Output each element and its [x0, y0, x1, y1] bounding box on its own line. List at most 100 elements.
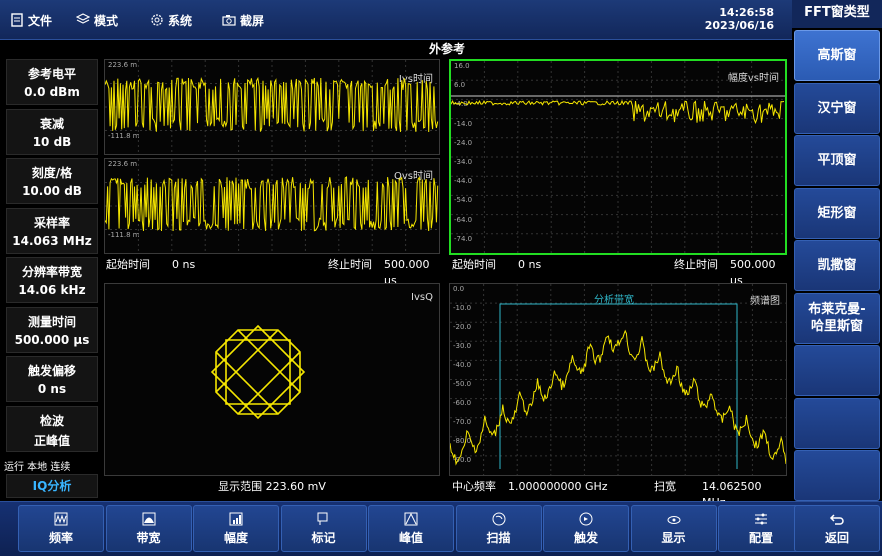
bottom-button-label: 触发 [573, 531, 598, 545]
config-icon [755, 513, 767, 525]
param-7[interactable]: 检波 正峰值 [6, 405, 98, 452]
bottom-button-label: 带宽 [136, 531, 161, 545]
q-bottom-scale: -111.8 m [108, 231, 140, 239]
bottom-button-marker[interactable]: 标记 [280, 505, 367, 552]
spectrum-tick: -60.0 [453, 399, 472, 407]
param-value: 500.000 µs [14, 332, 90, 347]
side-button-1[interactable]: 汉宁窗 [794, 82, 880, 134]
menu-screenshot[interactable]: 截屏 [222, 10, 264, 30]
signal-line [105, 76, 439, 133]
back-button-label: 返回 [824, 531, 849, 545]
amplitude-tick: -54.0 [454, 196, 473, 205]
side-button-6[interactable] [794, 345, 880, 396]
bottom-button-label: 幅度 [223, 531, 248, 545]
spectrum-tick: -70.0 [453, 418, 472, 426]
iq-time-axis: 起始时间 0 ns 终止时间 500.000 µs [106, 257, 440, 287]
i-vs-q-panel[interactable]: IvsQ [104, 283, 440, 476]
param-label: 参考电平 [27, 67, 76, 81]
bottom-button-peak[interactable]: 峰值 [368, 505, 454, 552]
spectrum-title: 频谱图 [750, 296, 780, 307]
i-bottom-scale: -111.8 m [108, 132, 140, 140]
amplitude-tick: -14.0 [454, 119, 473, 128]
spectrum-tick: -40.0 [453, 361, 472, 369]
bottom-button-display[interactable]: 显示 [630, 505, 717, 552]
param-1[interactable]: 衰减 10 dB [6, 108, 98, 155]
bottom-button-sweep[interactable]: 扫描 [455, 505, 542, 552]
reference-source-title: 外参考 [428, 42, 465, 56]
marker-icon [317, 512, 327, 525]
analysis-mode[interactable]: IQ分析 [6, 474, 98, 498]
param-value: 0.0 dBm [24, 85, 80, 99]
param-2[interactable]: 刻度/格 10.00 dB [6, 158, 98, 204]
spectrum-tick: -10.0 [453, 304, 472, 312]
side-button-2[interactable]: 平顶窗 [794, 135, 880, 186]
constellation-diagram [210, 324, 306, 420]
top-menu-bar [0, 0, 792, 40]
param-5[interactable]: 测量时间 500.000 µs [6, 306, 98, 353]
amp-stop-time-label: 终止时间 [674, 258, 718, 271]
amp-start-time: 0 ns [518, 258, 542, 271]
bottom-button-config[interactable]: 配置 [718, 505, 804, 552]
run-state: 运行 本地 连续 [4, 462, 71, 473]
side-button-5[interactable]: 布莱克曼- 哈里斯窗 [794, 292, 880, 344]
spectrum-freq-axis: 中心频率 1.000000000 GHz 扫宽 14.062500 MHz [452, 479, 786, 509]
clock: 14:26:58 2023/06/16 [692, 6, 782, 32]
bottom-button-trigger[interactable]: 触发 [543, 505, 629, 552]
param-value: 10.00 dB [22, 184, 82, 198]
menu-mode[interactable]: 模式 [76, 10, 118, 30]
side-menu-title: FFT窗类型 [792, 0, 882, 28]
spectrum-tick: 0.0 [453, 285, 465, 293]
q-vs-time-panel[interactable]: 223.6 m Qvs时间 -111.8 m [104, 158, 440, 254]
span-label: 扫宽 [654, 480, 676, 493]
param-label: 衰减 [39, 116, 64, 131]
iq-stop-time-label: 终止时间 [328, 258, 372, 271]
peak-icon [404, 512, 418, 526]
spectrum-tick: -30.0 [453, 342, 472, 350]
bottom-button-label: 标记 [311, 531, 336, 545]
center-freq-value: 1.000000000 GHz [508, 480, 608, 493]
bottom-button-amplitude[interactable]: 幅度 [193, 505, 279, 552]
bottom-button-bandwidth[interactable]: 带宽 [105, 505, 192, 552]
amplitude-trace [451, 61, 785, 253]
i-trace [105, 60, 439, 154]
side-button-8[interactable] [794, 450, 880, 501]
param-label: 触发偏移 [27, 364, 76, 378]
clock-date: 2023/06/16 [704, 19, 774, 32]
side-button-4[interactable]: 凯撒窗 [794, 240, 880, 291]
q-vs-time-title: Qvs时间 [394, 171, 433, 182]
param-label: 采样率 [33, 215, 70, 230]
i-vs-time-panel[interactable]: 223.6 m Ivs时间 -111.8 m [104, 59, 440, 155]
layers-icon [76, 13, 90, 24]
iq-start-time-label: 起始时间 [106, 258, 150, 271]
amplitude-line [451, 99, 785, 125]
side-button-7[interactable] [794, 397, 880, 449]
amplitude-tick: -24.0 [454, 138, 473, 147]
back-button[interactable]: 返回 [794, 505, 880, 552]
param-6[interactable]: 触发偏移 0 ns [6, 356, 98, 402]
side-button-0[interactable]: 高斯窗 [794, 30, 880, 81]
bottom-button-frequency[interactable]: 频率 [18, 505, 104, 552]
q-top-scale: 223.6 m [108, 160, 138, 168]
menu-system[interactable]: 系统 [150, 10, 192, 30]
amplitude-vs-time-title: 幅度vs时间 [727, 73, 779, 84]
menu-file[interactable]: 文件 [10, 10, 52, 30]
side-button-3[interactable]: 矩形窗 [794, 187, 880, 239]
spectrum-tick: -20.0 [453, 323, 472, 331]
iq-display-range: 显示范围 223.60 mV [218, 480, 326, 493]
param-3[interactable]: 采样率 14.063 MHz [6, 207, 98, 254]
menu-screenshot-label: 截屏 [240, 13, 265, 28]
amplitude-time-axis: 起始时间 0 ns 终止时间 500.000 µs [452, 257, 786, 287]
back-icon [829, 514, 844, 525]
amplitude-vs-time-panel[interactable]: 幅度vs时间 16.0 6.0 -4.0 -14.0 -24.0 -34.0 -44.0 -5… [449, 59, 787, 255]
file-icon [11, 13, 23, 27]
bottom-button-label: 峰值 [398, 531, 423, 545]
spectrum-panel[interactable]: 频谱图 分析带宽 0.0 -10.0 -20.0 -30.0 -40.0 -50.0 -60… [449, 283, 787, 476]
i-top-scale: 223.6 m [108, 61, 138, 69]
param-value: 10 dB [32, 134, 72, 149]
center-freq-label: 中心频率 [452, 480, 496, 493]
spectrum-tick: -80.0 [453, 437, 472, 445]
bottom-button-label: 频率 [48, 531, 73, 545]
param-0[interactable]: 参考电平 0.0 dBm [6, 59, 98, 105]
param-value: 0 ns [37, 382, 67, 396]
param-4[interactable]: 分辨率带宽 14.06 kHz [6, 257, 98, 303]
